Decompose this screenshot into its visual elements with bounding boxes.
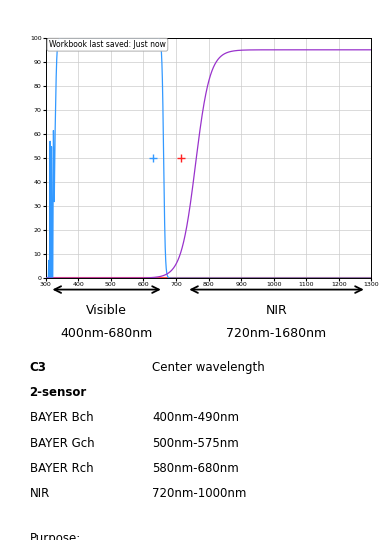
Text: Center wavelength: Center wavelength (152, 361, 265, 374)
Text: 580nm-680nm: 580nm-680nm (152, 462, 239, 475)
Text: C3: C3 (30, 361, 46, 374)
Text: 500nm-575nm: 500nm-575nm (152, 437, 239, 450)
Text: NIR: NIR (30, 487, 50, 500)
Text: 720nm-1000nm: 720nm-1000nm (152, 487, 247, 500)
Text: BAYER Bch: BAYER Bch (30, 411, 93, 424)
Text: Workbook last saved: Just now: Workbook last saved: Just now (49, 40, 166, 49)
Text: BAYER Gch: BAYER Gch (30, 437, 94, 450)
Text: 400nm-680nm: 400nm-680nm (61, 327, 153, 340)
Text: NIR: NIR (266, 304, 287, 317)
Text: 400nm-490nm: 400nm-490nm (152, 411, 239, 424)
Text: BAYER Rch: BAYER Rch (30, 462, 93, 475)
Text: Visible: Visible (86, 304, 127, 317)
Text: 2-sensor: 2-sensor (30, 386, 87, 399)
Text: 720nm-1680nm: 720nm-1680nm (226, 327, 327, 340)
Text: Purpose:: Purpose: (30, 532, 81, 540)
